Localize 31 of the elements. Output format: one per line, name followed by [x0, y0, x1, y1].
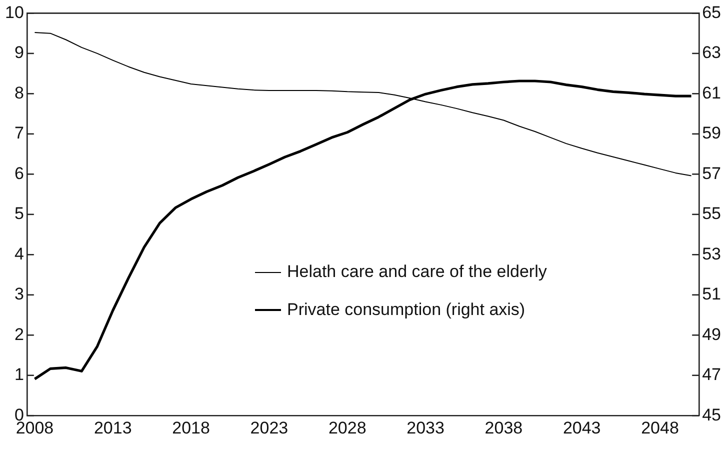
x-tick-label: 2018 [172, 418, 210, 438]
x-tick-label: 2033 [406, 418, 444, 438]
y-tick-label: 8 [14, 83, 24, 102]
y-tick-label: 9 [14, 43, 24, 62]
x-tick-label: 2023 [250, 418, 288, 438]
y-tick-label: 6 [14, 164, 24, 183]
legend-label: Helath care and care of the elderly [287, 262, 547, 282]
y2-tick-label: 49 [702, 324, 722, 344]
y-tick-label: 3 [14, 284, 24, 304]
y-tick-label: 1 [14, 365, 24, 384]
y2-tick-label: 53 [702, 244, 722, 264]
x-tick-label: 2048 [641, 418, 679, 438]
x-tick-label: 2038 [484, 418, 523, 438]
legend-label: Private consumption (right axis) [287, 300, 526, 320]
y-tick-label: 4 [14, 244, 24, 264]
y2-tick-label: 63 [702, 43, 722, 62]
y2-tick-label: 59 [702, 124, 722, 143]
y2-tick-label: 47 [702, 365, 722, 384]
x-tick-label: 2043 [562, 418, 601, 438]
y2-tick-label: 45 [702, 405, 722, 424]
x-tick-label: 2013 [94, 418, 132, 438]
x-tick-label: 2028 [328, 418, 366, 438]
y-tick-label: 7 [14, 124, 24, 143]
y2-tick-label: 57 [702, 164, 722, 183]
y-tick-label: 2 [14, 324, 24, 344]
y-tick-label: 10 [4, 2, 24, 22]
y2-tick-label: 65 [702, 2, 722, 22]
y2-tick-label: 55 [702, 204, 722, 224]
y-tick-label: 5 [14, 204, 24, 224]
y2-tick-label: 51 [702, 284, 722, 304]
y2-tick-label: 61 [702, 83, 722, 102]
